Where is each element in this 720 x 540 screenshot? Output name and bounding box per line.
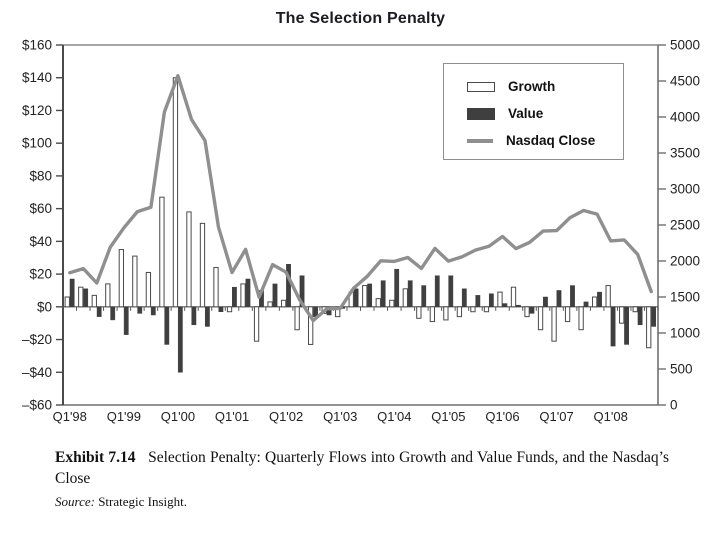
svg-text:Q1'08: Q1'08 <box>594 409 628 424</box>
source-label: Source: <box>55 493 95 509</box>
svg-text:$20: $20 <box>29 267 52 282</box>
left-axis: $160 $140 $120 $100 $80 $60 $40 $20 $0 –$20 –$40 –$… <box>22 38 63 413</box>
chart-legend: Growth Value Nasdaq Close <box>443 63 624 160</box>
svg-text:$0: $0 <box>37 299 52 314</box>
legend-label-value: Value <box>508 106 544 121</box>
svg-text:$120: $120 <box>22 103 52 118</box>
svg-text:Q1'06: Q1'06 <box>485 409 519 424</box>
svg-text:$80: $80 <box>29 168 52 183</box>
legend-label-nasdaq: Nasdaq Close <box>506 133 596 148</box>
value-bar-swatch-icon <box>467 107 495 120</box>
nasdaq-line <box>68 73 653 323</box>
svg-text:$140: $140 <box>22 70 52 85</box>
x-axis-labels: Q1'98 Q1'99 Q1'00 Q1'01 Q1'02 Q1'03 Q1'04 Q1'05… <box>53 409 628 424</box>
svg-text:4000: 4000 <box>670 110 700 125</box>
svg-text:0: 0 <box>670 398 678 413</box>
legend-label-growth: Growth <box>508 79 556 94</box>
svg-text:Q1'02: Q1'02 <box>269 409 303 424</box>
legend-item-value: Value <box>467 100 623 127</box>
svg-text:Q1'01: Q1'01 <box>215 409 249 424</box>
legend-item-nasdaq: Nasdaq Close <box>467 127 623 154</box>
svg-text:Q1'04: Q1'04 <box>377 409 411 424</box>
source-line: Source: Strategic Insight. <box>55 493 669 511</box>
svg-text:4500: 4500 <box>670 74 700 89</box>
svg-text:3000: 3000 <box>670 182 700 197</box>
svg-text:–$60: –$60 <box>22 398 52 413</box>
svg-text:$160: $160 <box>22 38 52 53</box>
svg-text:–$40: –$40 <box>22 365 52 380</box>
growth-bars <box>64 77 652 349</box>
svg-text:$100: $100 <box>22 136 52 151</box>
growth-bar-swatch-icon <box>467 81 495 92</box>
svg-text:1000: 1000 <box>670 326 700 341</box>
svg-text:Q1'99: Q1'99 <box>107 409 141 424</box>
svg-text:2000: 2000 <box>670 254 700 269</box>
svg-text:–$20: –$20 <box>22 332 52 347</box>
chart-plot-area: $160 $140 $120 $100 $80 $60 $40 $20 $0 –$20 –$40 –$… <box>22 38 700 425</box>
value-bars <box>69 264 657 373</box>
svg-text:$60: $60 <box>29 201 52 216</box>
svg-text:500: 500 <box>670 362 693 377</box>
svg-text:Q1'05: Q1'05 <box>431 409 465 424</box>
svg-text:Q1'00: Q1'00 <box>161 409 195 424</box>
exhibit-number: Exhibit 7.14 <box>55 449 136 466</box>
source-text: Strategic Insight. <box>98 493 188 509</box>
svg-text:Q1'07: Q1'07 <box>539 409 573 424</box>
svg-text:Q1'98: Q1'98 <box>53 409 87 424</box>
svg-text:3500: 3500 <box>670 146 700 161</box>
svg-text:$40: $40 <box>29 234 52 249</box>
svg-text:5000: 5000 <box>670 38 700 53</box>
nasdaq-line-swatch-icon <box>467 138 493 143</box>
chart-title: The Selection Penalty <box>275 10 446 27</box>
svg-text:1500: 1500 <box>670 290 700 305</box>
caption-text: Selection Penalty: Quarterly Flows into … <box>55 449 670 488</box>
legend-item-growth: Growth <box>467 73 623 100</box>
svg-text:Q1'03: Q1'03 <box>323 409 357 424</box>
svg-text:2500: 2500 <box>670 218 700 233</box>
figure-caption: Exhibit 7.14 Selection Penalty: Quarterl… <box>55 447 669 511</box>
